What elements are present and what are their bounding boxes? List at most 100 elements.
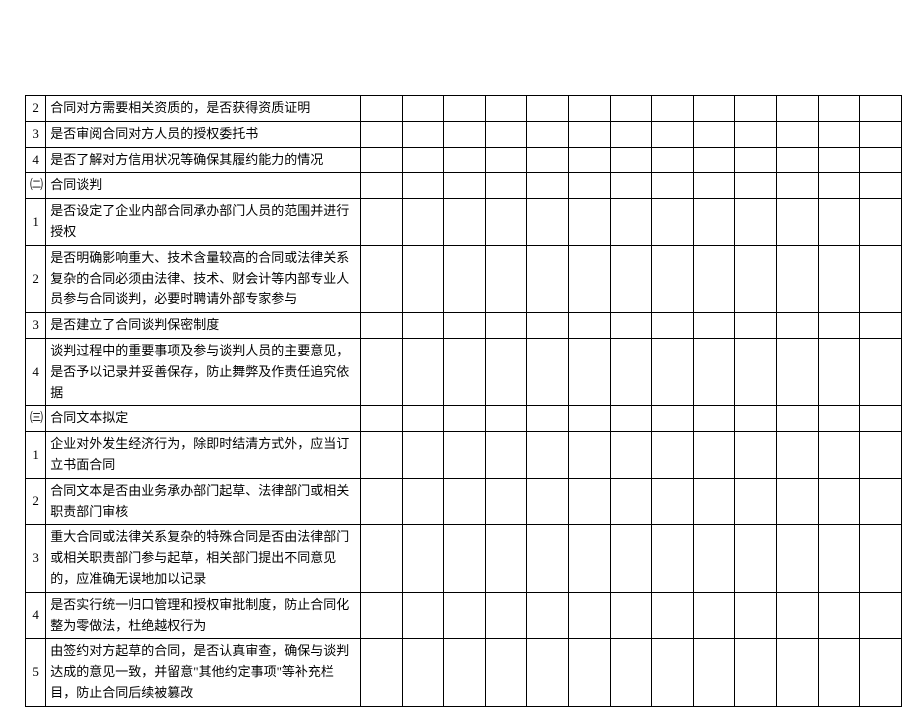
blank-cell xyxy=(610,525,652,592)
blank-cell xyxy=(693,147,735,173)
blank-cell xyxy=(485,96,527,122)
blank-cell xyxy=(402,96,444,122)
blank-cell xyxy=(360,245,402,312)
blank-cell xyxy=(610,639,652,706)
blank-cell xyxy=(485,338,527,405)
table-body: 2合同对方需要相关资质的，是否获得资质证明3是否审阅合同对方人员的授权委托书4是… xyxy=(26,96,902,707)
blank-cell xyxy=(652,525,694,592)
blank-cell xyxy=(485,173,527,199)
row-number: 5 xyxy=(26,639,46,706)
blank-cell xyxy=(610,147,652,173)
blank-cell xyxy=(569,338,611,405)
blank-cell xyxy=(652,338,694,405)
row-description: 是否明确影响重大、技术含量较高的合同或法律关系复杂的合同必须由法律、技术、财会计… xyxy=(46,245,361,312)
blank-cell xyxy=(360,478,402,525)
blank-cell xyxy=(444,96,486,122)
blank-cell xyxy=(569,96,611,122)
blank-cell xyxy=(735,313,777,339)
blank-cell xyxy=(652,147,694,173)
row-description: 是否审阅合同对方人员的授权委托书 xyxy=(46,121,361,147)
blank-cell xyxy=(485,121,527,147)
section-header: 合同文本拟定 xyxy=(46,406,361,432)
blank-cell xyxy=(485,313,527,339)
blank-cell xyxy=(777,245,819,312)
blank-cell xyxy=(569,478,611,525)
blank-cell xyxy=(569,147,611,173)
blank-cell xyxy=(360,525,402,592)
row-number: 1 xyxy=(26,199,46,246)
row-number: 4 xyxy=(26,338,46,405)
blank-cell xyxy=(818,245,860,312)
blank-cell xyxy=(527,245,569,312)
blank-cell xyxy=(860,199,902,246)
blank-cell xyxy=(402,121,444,147)
blank-cell xyxy=(860,592,902,639)
blank-cell xyxy=(444,313,486,339)
table-row: ㈢合同文本拟定 xyxy=(26,406,902,432)
blank-cell xyxy=(610,245,652,312)
blank-cell xyxy=(402,639,444,706)
row-description: 谈判过程中的重要事项及参与谈判人员的主要意见，是否予以记录并妥善保存，防止舞弊及… xyxy=(46,338,361,405)
blank-cell xyxy=(569,173,611,199)
blank-cell xyxy=(610,432,652,479)
blank-cell xyxy=(693,406,735,432)
blank-cell xyxy=(360,96,402,122)
blank-cell xyxy=(610,313,652,339)
blank-cell xyxy=(360,199,402,246)
blank-cell xyxy=(444,525,486,592)
blank-cell xyxy=(818,121,860,147)
blank-cell xyxy=(485,147,527,173)
blank-cell xyxy=(777,592,819,639)
blank-cell xyxy=(652,406,694,432)
blank-cell xyxy=(444,592,486,639)
row-number: ㈡ xyxy=(26,173,46,199)
row-number: 3 xyxy=(26,121,46,147)
blank-cell xyxy=(777,313,819,339)
table-row: ㈡合同谈判 xyxy=(26,173,902,199)
row-description: 是否建立了合同谈判保密制度 xyxy=(46,313,361,339)
blank-cell xyxy=(402,147,444,173)
row-description: 由签约对方起草的合同，是否认真审查，确保与谈判达成的意见一致，并留意"其他约定事… xyxy=(46,639,361,706)
blank-cell xyxy=(693,525,735,592)
table-row: 1企业对外发生经济行为，除即时结清方式外，应当订立书面合同 xyxy=(26,432,902,479)
table-row: 2合同对方需要相关资质的，是否获得资质证明 xyxy=(26,96,902,122)
blank-cell xyxy=(610,121,652,147)
row-description: 企业对外发生经济行为，除即时结清方式外，应当订立书面合同 xyxy=(46,432,361,479)
table-row: 2是否明确影响重大、技术含量较高的合同或法律关系复杂的合同必须由法律、技术、财会… xyxy=(26,245,902,312)
blank-cell xyxy=(693,199,735,246)
blank-cell xyxy=(735,592,777,639)
blank-cell xyxy=(777,478,819,525)
blank-cell xyxy=(569,199,611,246)
blank-cell xyxy=(444,173,486,199)
blank-cell xyxy=(527,96,569,122)
row-description: 是否实行统一归口管理和授权审批制度，防止合同化整为零做法，杜绝越权行为 xyxy=(46,592,361,639)
blank-cell xyxy=(652,199,694,246)
blank-cell xyxy=(818,313,860,339)
blank-cell xyxy=(652,313,694,339)
blank-cell xyxy=(527,199,569,246)
blank-cell xyxy=(652,432,694,479)
blank-cell xyxy=(777,121,819,147)
row-number: 2 xyxy=(26,245,46,312)
row-description: 合同文本是否由业务承办部门起草、法律部门或相关职责部门审核 xyxy=(46,478,361,525)
blank-cell xyxy=(610,338,652,405)
section-header: 合同谈判 xyxy=(46,173,361,199)
blank-cell xyxy=(860,525,902,592)
blank-cell xyxy=(360,147,402,173)
blank-cell xyxy=(652,96,694,122)
blank-cell xyxy=(569,525,611,592)
blank-cell xyxy=(693,173,735,199)
blank-cell xyxy=(860,245,902,312)
blank-cell xyxy=(527,121,569,147)
blank-cell xyxy=(360,173,402,199)
blank-cell xyxy=(652,478,694,525)
blank-cell xyxy=(360,121,402,147)
document-container: 2合同对方需要相关资质的，是否获得资质证明3是否审阅合同对方人员的授权委托书4是… xyxy=(0,0,920,707)
row-number: 2 xyxy=(26,96,46,122)
blank-cell xyxy=(693,121,735,147)
blank-cell xyxy=(569,121,611,147)
blank-cell xyxy=(610,173,652,199)
blank-cell xyxy=(360,592,402,639)
blank-cell xyxy=(610,199,652,246)
table-row: 5由签约对方起草的合同，是否认真审查，确保与谈判达成的意见一致，并留意"其他约定… xyxy=(26,639,902,706)
